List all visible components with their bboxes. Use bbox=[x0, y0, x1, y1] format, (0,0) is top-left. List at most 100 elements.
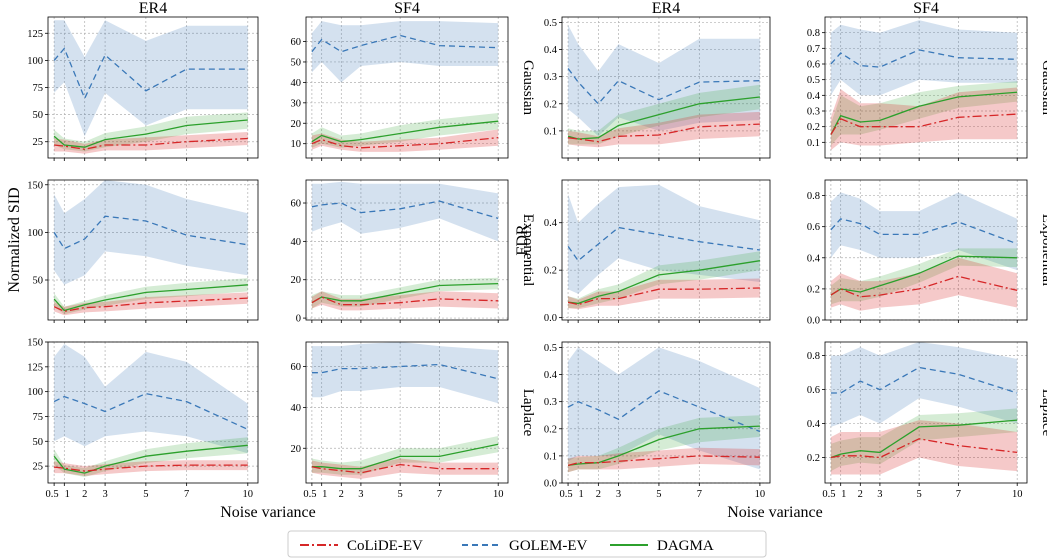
band-golem-ev bbox=[830, 192, 1018, 271]
series-line-colide-ev bbox=[830, 438, 1018, 459]
x-tick-label: 0.5 bbox=[559, 489, 572, 500]
x-tick-label: 2 bbox=[82, 489, 87, 500]
y-tick-label: 0.4 bbox=[544, 45, 558, 56]
figure-labels: Normalized SID FDR Noise variance Noise … bbox=[6, 187, 823, 521]
y-tick-label: 75 bbox=[33, 412, 44, 423]
panel-frame bbox=[824, 16, 1028, 159]
series-line-dagma bbox=[311, 443, 499, 470]
y-tick-label: 100 bbox=[27, 228, 43, 239]
panel-frame bbox=[561, 179, 771, 321]
panel-grid: 255075100125ER4102030405060SF4Gaussian0.… bbox=[27, 0, 1047, 500]
band-golem-ev bbox=[311, 181, 499, 242]
x-tick-label: 10 bbox=[493, 489, 504, 500]
y-tick-label: 0.0 bbox=[807, 316, 820, 327]
panel-title: ER4 bbox=[652, 0, 680, 17]
y-tick-label: 0.3 bbox=[544, 72, 557, 83]
panel-fdr-er4-gaussian: 0.1 0.2 0.3 0.4 0.5 ER4 bbox=[544, 0, 771, 161]
panel-frame bbox=[305, 341, 509, 484]
legend-item-golem-ev: GOLEM-EV bbox=[462, 538, 587, 554]
y-tick-label: 0.1 bbox=[807, 138, 820, 149]
series-line-golem-ev bbox=[830, 218, 1018, 245]
y-tick-label: 50 bbox=[291, 57, 302, 68]
x-tick-label: 0.5 bbox=[303, 489, 316, 500]
series-line-golem-ev bbox=[567, 68, 760, 105]
y-tick-label: 0.4 bbox=[807, 419, 821, 430]
band-colide-ev bbox=[311, 458, 499, 479]
band-golem-ev bbox=[54, 180, 248, 285]
x-tick-label: 7 bbox=[437, 489, 442, 500]
panel-normalized-sid-sf4-gaussian: 10 20 30 40 50 60 SF4 Gaussian bbox=[291, 0, 536, 161]
x-tick-label: 5 bbox=[143, 489, 148, 500]
band-dagma bbox=[830, 81, 1018, 146]
panel-fdr-er4-exponential: 0.0 0.2 0.4 bbox=[544, 179, 771, 324]
x-tick-label: 2 bbox=[858, 489, 863, 500]
y-tick-label: 0.8 bbox=[807, 191, 820, 202]
band-golem-ev bbox=[568, 25, 760, 137]
x-tick-label: 7 bbox=[697, 489, 702, 500]
y-tick-label: 40 bbox=[291, 78, 302, 89]
series-line-golem-ev bbox=[567, 390, 761, 433]
band-colide-ev bbox=[54, 132, 248, 154]
y-tick-label: 150 bbox=[27, 338, 43, 349]
band-dagma bbox=[568, 84, 760, 145]
y-tick-label: 0.5 bbox=[807, 75, 820, 86]
panel-title: SF4 bbox=[394, 0, 420, 17]
panel-frame bbox=[824, 341, 1028, 484]
panel-frame bbox=[561, 16, 771, 159]
series-line-dagma bbox=[568, 260, 761, 305]
band-golem-ev bbox=[311, 21, 499, 83]
band-dagma bbox=[54, 278, 248, 315]
panel-frame bbox=[305, 179, 509, 321]
band-colide-ev bbox=[568, 111, 760, 148]
legend-label: GOLEM-EV bbox=[509, 538, 587, 554]
series-line-colide-ev bbox=[830, 113, 1018, 135]
y-tick-label: 20 bbox=[291, 444, 302, 455]
band-golem-ev bbox=[830, 20, 1018, 96]
panel-fdr-sf4-gaussian: 0.1 0.2 0.3 0.4 0.5 0.6 0.7 0.8 SF4 Gaussian bbox=[807, 0, 1047, 161]
panel-frame bbox=[47, 341, 259, 484]
series-line-golem-ev bbox=[311, 200, 499, 220]
series-line-dagma bbox=[830, 419, 1018, 459]
panel-title: SF4 bbox=[913, 0, 939, 17]
band-golem-ev bbox=[568, 347, 760, 470]
series-line-colide-ev bbox=[567, 287, 760, 306]
y-tick-label: 40 bbox=[291, 403, 302, 414]
band-golem-ev bbox=[568, 184, 760, 294]
y-tick-label: 0.5 bbox=[544, 18, 557, 29]
series-line-dagma bbox=[830, 91, 1018, 135]
y-tick-label: 0.6 bbox=[807, 60, 820, 71]
band-dagma bbox=[830, 248, 1018, 305]
y-tick-label: 40 bbox=[291, 237, 302, 248]
y-tick-label: 150 bbox=[27, 180, 43, 191]
x-tick-label: 7 bbox=[956, 489, 961, 500]
x-tick-label: 2 bbox=[596, 489, 601, 500]
panel-frame bbox=[824, 179, 1028, 321]
y-tick-label: 60 bbox=[291, 199, 302, 210]
series-line-golem-ev bbox=[53, 215, 248, 250]
y-tick-label: 0.2 bbox=[544, 266, 557, 277]
x-tick-label: 1 bbox=[322, 489, 327, 500]
y-tick-label: 50 bbox=[33, 110, 44, 121]
panel-frame bbox=[47, 179, 259, 321]
y-tick-label: 125 bbox=[27, 362, 43, 373]
panel-title: ER4 bbox=[139, 0, 167, 17]
panel-normalized-sid-er4-laplace: 25 50 75 100 125 150 0.5 1 2 3 5 7 10 bbox=[27, 338, 259, 500]
x-tick-label: 3 bbox=[616, 489, 621, 500]
row-label-gaussian: Gaussian bbox=[520, 60, 536, 115]
band-colide-ev bbox=[54, 460, 248, 476]
y-tick-label: 0.8 bbox=[807, 351, 820, 362]
legend-label: DAGMA bbox=[657, 538, 714, 554]
band-dagma bbox=[311, 436, 499, 475]
series-line-colide-ev bbox=[54, 137, 248, 150]
panel-fdr-er4-laplace: 0.0 0.1 0.2 0.3 0.4 0.5 0.5 1 2 3 5 7 10 bbox=[544, 341, 771, 500]
band-colide-ev bbox=[54, 292, 248, 316]
x-tick-label: 1 bbox=[65, 489, 70, 500]
x-tick-label: 3 bbox=[102, 489, 107, 500]
y-tick-label: 125 bbox=[27, 29, 43, 40]
band-golem-ev bbox=[54, 20, 248, 137]
y-tick-label: 10 bbox=[291, 139, 302, 150]
series-line-colide-ev bbox=[311, 296, 499, 306]
x-tick-label: 5 bbox=[917, 489, 922, 500]
x-tick-label: 10 bbox=[243, 489, 254, 500]
legend: CoLiDE-EV GOLEM-EV DAGMA bbox=[287, 530, 767, 558]
